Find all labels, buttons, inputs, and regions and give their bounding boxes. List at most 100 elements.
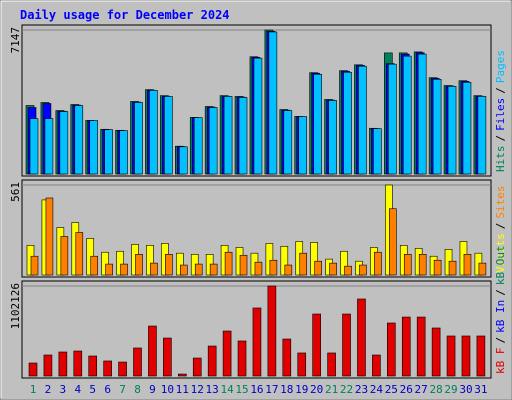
bar — [237, 340, 247, 377]
bar — [343, 71, 352, 175]
bar — [312, 313, 321, 377]
x-tick-label: 3 — [60, 383, 67, 396]
x-tick-label: 17 — [265, 383, 278, 396]
bar — [359, 264, 367, 276]
legend: Visits / Sites — [494, 186, 507, 274]
bar — [389, 208, 397, 276]
bar — [101, 251, 109, 276]
bar — [446, 335, 456, 377]
x-tick-label: 6 — [104, 383, 111, 396]
bar — [342, 313, 351, 377]
x-tick-label: 2 — [45, 383, 52, 396]
bar — [180, 264, 188, 276]
x-tick-label: 5 — [89, 383, 96, 396]
bar — [358, 65, 367, 175]
bar — [282, 338, 292, 377]
x-tick-label: 13 — [206, 383, 219, 396]
bar — [120, 263, 128, 276]
bar — [73, 350, 83, 377]
bar — [254, 261, 263, 276]
bar — [403, 254, 412, 276]
bar — [344, 265, 352, 276]
bar — [284, 264, 293, 276]
x-tick-label: 12 — [191, 383, 204, 396]
bar — [462, 82, 472, 175]
legend-entry: kB Out — [494, 245, 507, 285]
bar — [329, 262, 337, 276]
bar — [313, 73, 322, 175]
bar — [29, 118, 39, 175]
legend-separator: / — [494, 223, 507, 230]
bar — [269, 259, 278, 276]
bar — [222, 330, 232, 377]
x-tick-label: 16 — [250, 383, 263, 396]
bar — [265, 243, 274, 276]
bar — [327, 352, 336, 377]
bar — [30, 255, 39, 276]
bar — [374, 251, 382, 276]
x-tick-label: 9 — [149, 383, 156, 396]
bar — [357, 298, 366, 377]
bar — [178, 373, 187, 377]
bar — [146, 245, 154, 276]
legend-entry: Visits — [494, 233, 507, 273]
legend-entry: Sites — [494, 186, 507, 219]
bar — [252, 307, 262, 377]
x-tick-label: 23 — [355, 383, 368, 396]
bar — [28, 362, 38, 377]
bar — [58, 351, 68, 377]
bar — [60, 236, 69, 276]
legend-separator: / — [494, 87, 507, 94]
bar — [372, 354, 381, 377]
bar — [116, 250, 124, 276]
bar — [448, 260, 457, 276]
bar — [461, 335, 471, 377]
y-tick-label: 7147 — [9, 27, 22, 54]
bar — [431, 327, 441, 377]
bar — [118, 361, 127, 377]
bar — [268, 31, 278, 175]
bar — [447, 86, 457, 175]
bar — [299, 252, 308, 276]
legend: Hits / Files / Pages — [494, 50, 507, 172]
bar — [103, 360, 112, 377]
bar — [135, 254, 143, 276]
bar — [253, 57, 263, 175]
bar — [176, 252, 184, 276]
bar — [298, 116, 308, 175]
bar — [239, 254, 248, 276]
x-tick-label: 21 — [325, 383, 338, 396]
bar — [179, 146, 188, 175]
bar — [59, 111, 69, 175]
bar — [89, 120, 99, 175]
bar — [340, 250, 348, 276]
x-tick-label: 24 — [370, 383, 384, 396]
y-tick-label: 1102126 — [9, 283, 22, 329]
bar — [478, 262, 487, 276]
x-tick-label: 29 — [444, 383, 457, 396]
bar — [208, 107, 218, 175]
bar — [148, 325, 157, 377]
legend-separator: / — [494, 135, 507, 142]
bar — [88, 355, 98, 377]
legend-separator: / — [494, 289, 507, 296]
bar — [433, 259, 442, 276]
x-tick-label: 7 — [119, 383, 126, 396]
bar — [402, 55, 412, 175]
legend-entry: kB In — [494, 300, 507, 333]
bar — [297, 352, 307, 377]
bar — [105, 263, 113, 276]
bar — [207, 345, 217, 377]
legend-entry: kB F — [494, 348, 507, 375]
bar — [432, 79, 442, 175]
bar — [90, 255, 99, 276]
bar — [328, 100, 337, 175]
bar — [417, 53, 427, 175]
bar — [43, 354, 53, 377]
bar — [476, 335, 486, 377]
bar — [267, 285, 277, 377]
chart-title: Daily usage for December 2024 — [20, 8, 230, 22]
bar — [280, 245, 289, 276]
legend: kB F / kB In / kB Out — [494, 245, 507, 374]
